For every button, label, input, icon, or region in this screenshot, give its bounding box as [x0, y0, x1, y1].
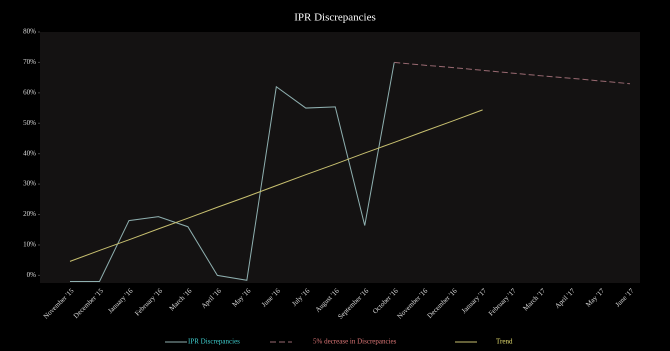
y-tick-label: 10%	[23, 241, 36, 249]
legend-label: 5% decrease in Discrepancies	[313, 338, 397, 346]
plot-area	[40, 32, 640, 283]
legend-label: Trend	[496, 338, 513, 346]
chart-title: IPR Discrepancies	[294, 12, 376, 24]
y-tick-label: 50%	[23, 119, 36, 127]
y-tick-label: 70%	[23, 58, 36, 66]
y-tick-label: 80%	[23, 28, 36, 36]
y-tick-label: 20%	[23, 210, 36, 218]
y-tick-label: 40%	[23, 149, 36, 157]
series-line	[69, 109, 483, 262]
legend-label: IPR Discrepancies	[188, 338, 240, 346]
y-tick-label: 0%	[27, 271, 37, 279]
series-line	[70, 62, 395, 282]
y-tick-label: 60%	[23, 88, 36, 96]
series-line	[394, 61, 631, 85]
y-tick-label: 30%	[23, 180, 36, 188]
